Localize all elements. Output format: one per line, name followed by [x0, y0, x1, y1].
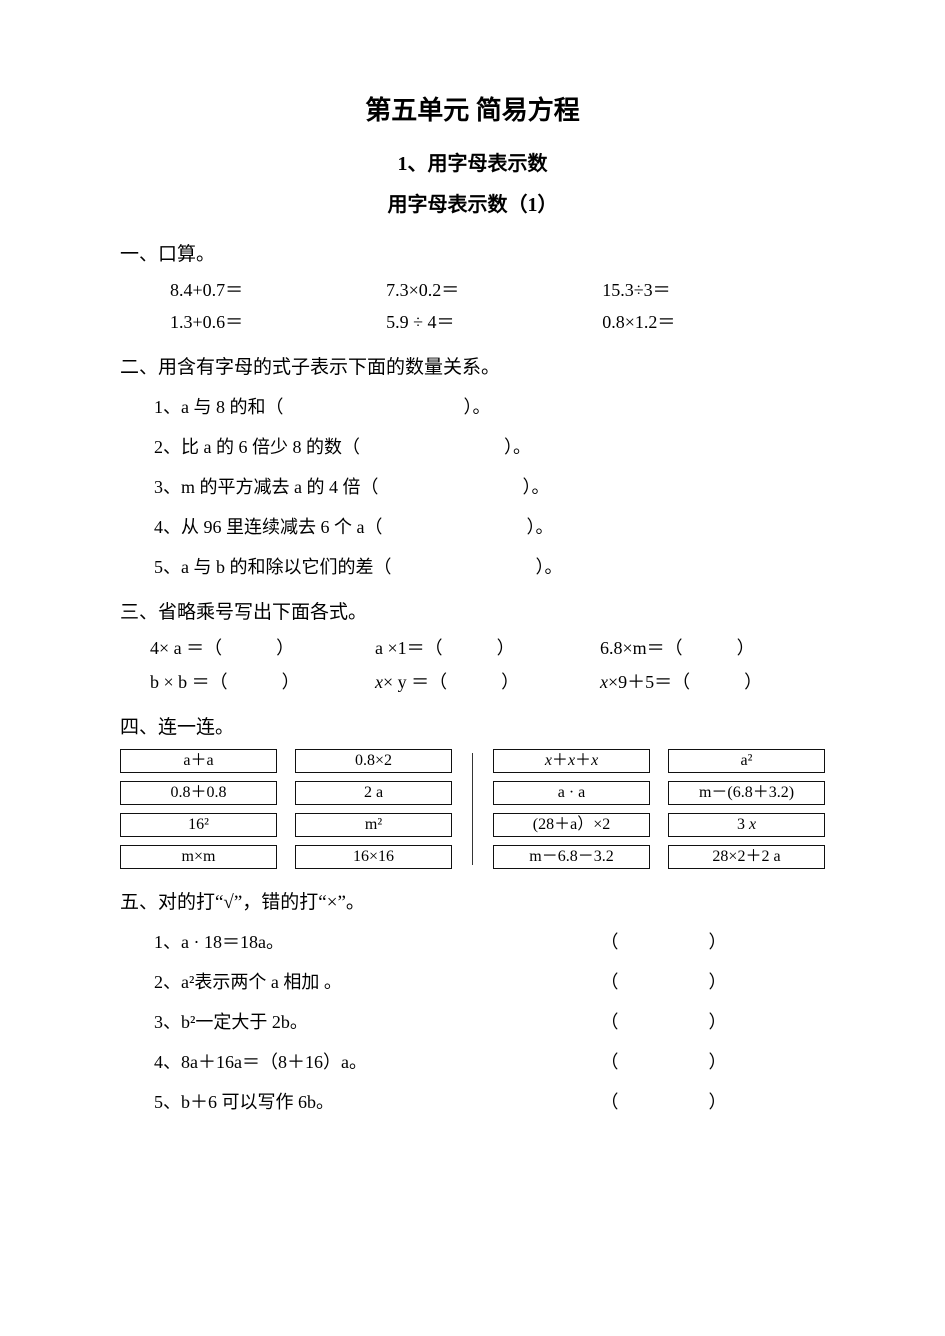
- match-cell: a · a: [493, 781, 650, 805]
- tf-text: 1、a · 18＝18a。: [154, 928, 543, 954]
- expr-row-1: 4× a ＝（ ） a ×1＝（ ） 6.8×m＝（ ）: [120, 634, 825, 660]
- fill-item-4: 4、从 96 里连续减去 6 个 a（ ）。: [120, 513, 825, 539]
- match-cell: (28＋a）×2: [493, 813, 650, 837]
- match-column: a² m－(6.8＋3.2) 3 x 28×2＋2 a: [668, 749, 825, 869]
- fill-item-1: 1、a 与 8 的和（ ）。: [120, 393, 825, 419]
- expr-cell: 6.8×m＝（ ）: [600, 634, 825, 660]
- true-false-item: 3、b²一定大于 2b。（ ）: [120, 1008, 825, 1034]
- expr-cell: x× y ＝（ ）: [375, 668, 600, 694]
- fill-item-5: 5、a 与 b 的和除以它们的差（ ）。: [120, 553, 825, 579]
- tf-bracket: （ ）: [543, 1088, 744, 1114]
- calc-cell: 5.9 ÷ 4＝: [386, 308, 602, 334]
- match-cell: 2 a: [295, 781, 452, 805]
- calc-row-1: 8.4+0.7＝ 7.3×0.2＝ 15.3÷3＝: [120, 276, 825, 302]
- expr-cell: x×9＋5＝（ ）: [600, 668, 825, 694]
- page-subsubtitle: 用字母表示数（1）: [120, 188, 825, 217]
- match-column: 0.8×2 2 a m² 16×16: [295, 749, 452, 869]
- true-false-item: 1、a · 18＝18a。（ ）: [120, 928, 825, 954]
- page-subtitle: 1、用字母表示数: [120, 147, 825, 176]
- calc-cell: 8.4+0.7＝: [170, 276, 386, 302]
- calc-cell: 1.3+0.6＝: [170, 308, 386, 334]
- calc-row-2: 1.3+0.6＝ 5.9 ÷ 4＝ 0.8×1.2＝: [120, 308, 825, 334]
- match-cell: 0.8＋0.8: [120, 781, 277, 805]
- expr-row-2: b × b ＝（ ） x× y ＝（ ） x×9＋5＝（ ）: [120, 668, 825, 694]
- match-cell: 28×2＋2 a: [668, 845, 825, 869]
- match-cell: 3 x: [668, 813, 825, 837]
- match-cell: m－(6.8＋3.2): [668, 781, 825, 805]
- separator-line: [472, 753, 473, 865]
- match-group-right: x＋x＋x a · a (28＋a）×2 m－6.8－3.2 a² m－(6.8＋3.2…: [493, 749, 825, 869]
- tf-bracket: （ ）: [543, 1048, 744, 1074]
- section-2-head: 二、用含有字母的式子表示下面的数量关系。: [120, 352, 825, 379]
- match-cell: 16×16: [295, 845, 452, 869]
- page-title: 第五单元 简易方程: [120, 90, 825, 127]
- match-column: a＋a 0.8＋0.8 16² m×m: [120, 749, 277, 869]
- italic-x: x: [375, 672, 383, 692]
- worksheet-page: 第五单元 简易方程 1、用字母表示数 用字母表示数（1） 一、口算。 8.4+0…: [0, 0, 945, 1336]
- section-1-head: 一、口算。: [120, 239, 825, 266]
- tf-bracket: （ ）: [543, 968, 744, 994]
- section-5-head: 五、对的打“√”，错的打“×”。: [120, 887, 825, 914]
- tf-text: 5、b＋6 可以写作 6b。: [154, 1088, 543, 1114]
- calc-cell: 0.8×1.2＝: [602, 308, 818, 334]
- tf-bracket: （ ）: [543, 928, 744, 954]
- italic-x: x: [600, 672, 608, 692]
- true-false-item: 4、8a＋16a＝（8＋16）a。（ ）: [120, 1048, 825, 1074]
- match-cell: 0.8×2: [295, 749, 452, 773]
- true-false-item: 5、b＋6 可以写作 6b。（ ）: [120, 1088, 825, 1114]
- calc-cell: 15.3÷3＝: [602, 276, 818, 302]
- calc-cell: 7.3×0.2＝: [386, 276, 602, 302]
- match-group-left: a＋a 0.8＋0.8 16² m×m 0.8×2 2 a m² 16×16: [120, 749, 452, 869]
- expr-cell: 4× a ＝（ ）: [150, 634, 375, 660]
- match-cell: m×m: [120, 845, 277, 869]
- tf-bracket: （ ）: [543, 1008, 744, 1034]
- match-cell: a＋a: [120, 749, 277, 773]
- match-cell: a²: [668, 749, 825, 773]
- true-false-list: 1、a · 18＝18a。（ ）2、a²表示两个 a 相加 。（ ）3、b²一定…: [120, 928, 825, 1114]
- tf-text: 2、a²表示两个 a 相加 。: [154, 968, 543, 994]
- expr-cell: a ×1＝（ ）: [375, 634, 600, 660]
- true-false-item: 2、a²表示两个 a 相加 。（ ）: [120, 968, 825, 994]
- tf-text: 4、8a＋16a＝（8＋16）a。: [154, 1048, 543, 1074]
- match-cell: 16²: [120, 813, 277, 837]
- match-column: x＋x＋x a · a (28＋a）×2 m－6.8－3.2: [493, 749, 650, 869]
- expr-text: ×9＋5＝（ ）: [608, 672, 762, 692]
- match-cell: m²: [295, 813, 452, 837]
- section-3-head: 三、省略乘号写出下面各式。: [120, 597, 825, 624]
- tf-text: 3、b²一定大于 2b。: [154, 1008, 543, 1034]
- fill-item-3: 3、m 的平方减去 a 的 4 倍（ ）。: [120, 473, 825, 499]
- match-cell: x＋x＋x: [493, 749, 650, 773]
- matching-area: a＋a 0.8＋0.8 16² m×m 0.8×2 2 a m² 16×16 x＋x＋x a …: [120, 749, 825, 869]
- fill-item-2: 2、比 a 的 6 倍少 8 的数（ ）。: [120, 433, 825, 459]
- expr-text: × y ＝（ ）: [383, 672, 519, 692]
- section-4-head: 四、连一连。: [120, 712, 825, 739]
- expr-cell: b × b ＝（ ）: [150, 668, 375, 694]
- match-cell: m－6.8－3.2: [493, 845, 650, 869]
